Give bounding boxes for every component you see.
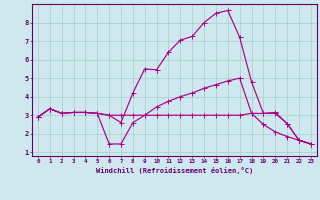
X-axis label: Windchill (Refroidissement éolien,°C): Windchill (Refroidissement éolien,°C) [96,167,253,174]
